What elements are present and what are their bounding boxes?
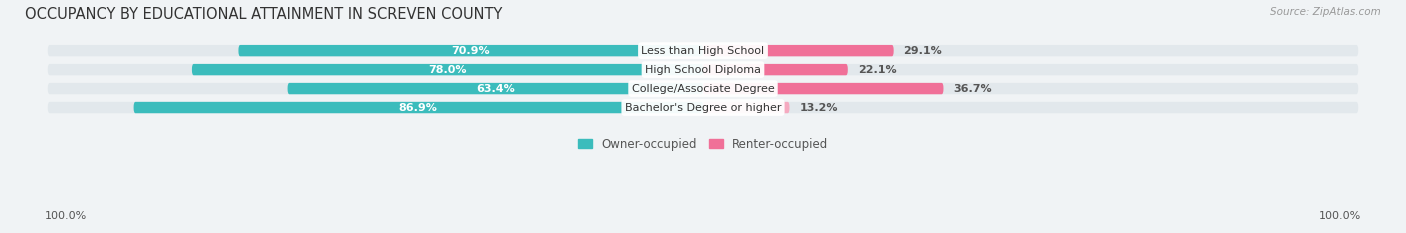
Text: OCCUPANCY BY EDUCATIONAL ATTAINMENT IN SCREVEN COUNTY: OCCUPANCY BY EDUCATIONAL ATTAINMENT IN S… (25, 7, 503, 22)
FancyBboxPatch shape (288, 83, 703, 94)
Text: 29.1%: 29.1% (904, 46, 942, 56)
FancyBboxPatch shape (703, 64, 848, 75)
Text: 100.0%: 100.0% (1319, 211, 1361, 221)
Text: 78.0%: 78.0% (429, 65, 467, 75)
FancyBboxPatch shape (48, 102, 1358, 113)
Legend: Owner-occupied, Renter-occupied: Owner-occupied, Renter-occupied (578, 138, 828, 151)
Text: 13.2%: 13.2% (800, 103, 838, 113)
FancyBboxPatch shape (48, 83, 1358, 94)
Text: High School Diploma: High School Diploma (645, 65, 761, 75)
Text: 63.4%: 63.4% (475, 84, 515, 94)
Text: College/Associate Degree: College/Associate Degree (631, 84, 775, 94)
FancyBboxPatch shape (703, 83, 943, 94)
Text: Less than High School: Less than High School (641, 46, 765, 56)
Text: 22.1%: 22.1% (858, 65, 896, 75)
Text: 70.9%: 70.9% (451, 46, 491, 56)
Text: 36.7%: 36.7% (953, 84, 991, 94)
FancyBboxPatch shape (48, 45, 1358, 56)
FancyBboxPatch shape (134, 102, 703, 113)
Text: Source: ZipAtlas.com: Source: ZipAtlas.com (1270, 7, 1381, 17)
FancyBboxPatch shape (48, 64, 1358, 75)
Text: 86.9%: 86.9% (399, 103, 437, 113)
Text: Bachelor's Degree or higher: Bachelor's Degree or higher (624, 103, 782, 113)
FancyBboxPatch shape (239, 45, 703, 56)
FancyBboxPatch shape (703, 45, 894, 56)
FancyBboxPatch shape (191, 64, 703, 75)
FancyBboxPatch shape (703, 102, 790, 113)
Text: 100.0%: 100.0% (45, 211, 87, 221)
